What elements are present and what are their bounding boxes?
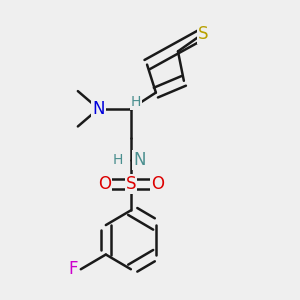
Text: H: H	[131, 95, 141, 109]
Text: S: S	[126, 175, 136, 193]
Text: H: H	[113, 153, 124, 167]
Text: S: S	[198, 25, 208, 43]
Text: F: F	[68, 260, 78, 278]
Text: O: O	[98, 175, 111, 193]
Text: N: N	[92, 100, 105, 118]
Text: O: O	[151, 175, 164, 193]
Text: N: N	[133, 151, 146, 169]
